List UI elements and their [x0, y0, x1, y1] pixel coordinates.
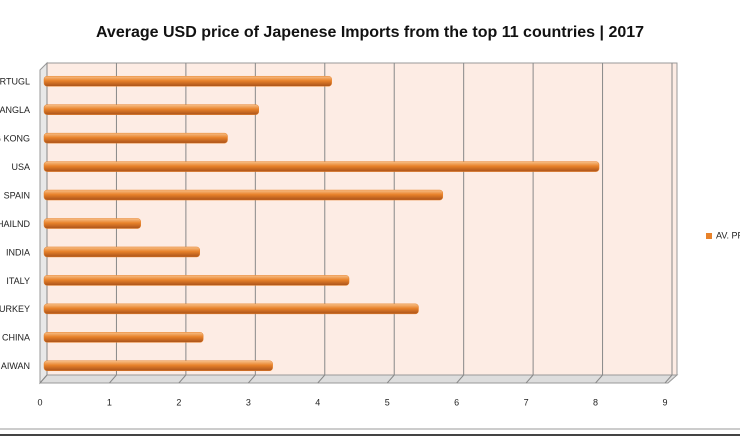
bar: [43, 360, 273, 372]
bar: [43, 189, 444, 201]
x-tick-label: 6: [454, 397, 459, 407]
y-tick-label: TURKEY: [0, 304, 30, 314]
y-tick-label: ANGLA: [0, 105, 30, 115]
bar: [43, 104, 259, 115]
legend-label: AV. PR: [716, 230, 740, 240]
grid-line: [247, 374, 256, 384]
grid-line: [456, 374, 465, 384]
chart-title: Average USD price of Japenese Imports fr…: [96, 24, 644, 41]
floor: [38, 374, 679, 384]
legend-swatch: [706, 233, 712, 239]
x-tick-label: 2: [176, 397, 181, 407]
x-tick-label: 5: [385, 397, 390, 407]
bar: [43, 161, 600, 172]
bar: [43, 332, 204, 343]
grid-line: [317, 374, 326, 384]
x-tick-label: 1: [107, 397, 112, 407]
x-tick-label: 9: [662, 397, 667, 407]
bar: [43, 75, 332, 87]
y-tick-label: USA: [11, 162, 30, 172]
y-tick-label: HAILND: [0, 219, 30, 229]
grid-line: [525, 374, 534, 384]
grid-line: [664, 374, 673, 384]
y-tick-label: SPAIN: [4, 190, 30, 200]
x-tick-label: 4: [315, 397, 320, 407]
y-tick-label: G KONG: [0, 134, 30, 144]
bar: [43, 303, 419, 315]
y-tick-label: CHINA: [2, 333, 30, 343]
y-tick-label: ITALY: [6, 276, 30, 286]
bar: [43, 275, 350, 286]
bar: [43, 246, 200, 258]
x-tick-label: 8: [593, 397, 598, 407]
x-tick-label: 3: [246, 397, 251, 407]
grid-line: [386, 374, 395, 384]
y-tick-label: ORTUGL: [0, 77, 30, 87]
x-tick-label: 0: [37, 397, 42, 407]
bar: [43, 218, 141, 229]
grid-line: [595, 374, 603, 384]
grid-line: [39, 374, 48, 384]
grid-line: [109, 374, 117, 384]
grid-line: [178, 374, 187, 384]
y-tick-label: INDIA: [6, 247, 30, 257]
x-tick-label: 7: [524, 397, 529, 407]
bar: [43, 132, 228, 144]
y-tick-label: AIWAN: [1, 361, 30, 371]
